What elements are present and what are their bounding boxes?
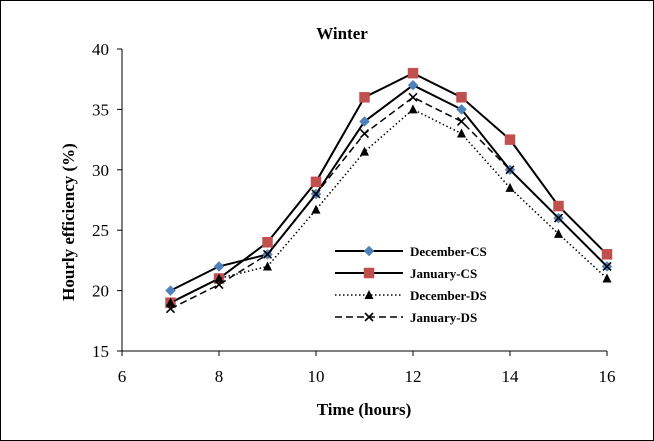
legend-marker-3: [364, 312, 374, 322]
y-tick-label: 15: [92, 342, 109, 361]
data-point-3: [408, 92, 418, 102]
data-point-0: [407, 79, 419, 91]
data-point-1: [553, 200, 564, 212]
data-point-2: [602, 273, 612, 283]
data-point-0: [456, 104, 467, 115]
data-point-2: [263, 261, 272, 271]
data-point-1: [456, 92, 467, 103]
data-point-3: [262, 249, 273, 259]
data-point-1: [601, 249, 613, 260]
legend: December-CS January-CS December-DS January-…: [335, 244, 487, 325]
legend-label-0: December-CS: [410, 244, 487, 259]
y-tick-label: 35: [92, 100, 109, 119]
x-tick-label: 16: [599, 367, 616, 386]
data-point-1: [504, 134, 516, 145]
x-axis-title: Time (hours): [317, 400, 412, 419]
data-point-2: [311, 204, 321, 214]
data-point-3: [214, 279, 224, 290]
data-point-1: [310, 176, 322, 188]
chart-title: Winter: [316, 24, 368, 43]
y-axis-title: Hourly efficiency (%): [59, 143, 78, 301]
legend-label-3: January-DS: [410, 310, 477, 325]
data-point-1: [407, 67, 419, 79]
data-point-3: [553, 213, 564, 223]
series-line-0: [170, 84, 608, 292]
data-point-3: [165, 304, 176, 314]
x-tick-label: 12: [405, 367, 422, 386]
data-point-2: [166, 297, 175, 307]
legend-label-1: January-CS: [410, 266, 477, 281]
y-tick-label: 20: [92, 282, 109, 301]
data-point-0: [213, 261, 225, 272]
data-point-2: [554, 228, 563, 238]
data-point-3: [505, 165, 515, 175]
data-point-2: [214, 273, 224, 283]
data-point-1: [359, 92, 370, 103]
legend-marker-0: [363, 245, 375, 257]
data-point-2: [505, 182, 515, 192]
data-point-2: [408, 104, 418, 114]
data-point-0: [165, 285, 176, 296]
y-tick-label: 30: [92, 161, 109, 180]
data-point-2: [360, 146, 369, 156]
y-tick-label: 25: [92, 221, 109, 240]
data-point-3: [602, 261, 612, 272]
legend-marker-2: [364, 290, 374, 299]
data-point-0: [359, 116, 370, 127]
series-line-1: [170, 72, 608, 304]
data-point-3: [359, 128, 370, 139]
legend-label-2: December-DS: [410, 288, 487, 303]
data-point-3: [311, 189, 321, 199]
x-tick-label: 6: [118, 367, 127, 386]
x-tick-label: 10: [308, 367, 325, 386]
data-point-1: [262, 237, 273, 248]
data-point-3: [456, 116, 467, 127]
data-point-2: [457, 128, 466, 138]
x-tick-label: 14: [502, 367, 520, 386]
plot-area: 15 20 25 30 35 40 6 8 10 12 14 16: [92, 40, 616, 386]
y-tick-label: 40: [92, 40, 109, 59]
series-line-3: [170, 96, 608, 310]
x-tick-label: 8: [215, 367, 224, 386]
legend-marker-1: [363, 267, 375, 279]
